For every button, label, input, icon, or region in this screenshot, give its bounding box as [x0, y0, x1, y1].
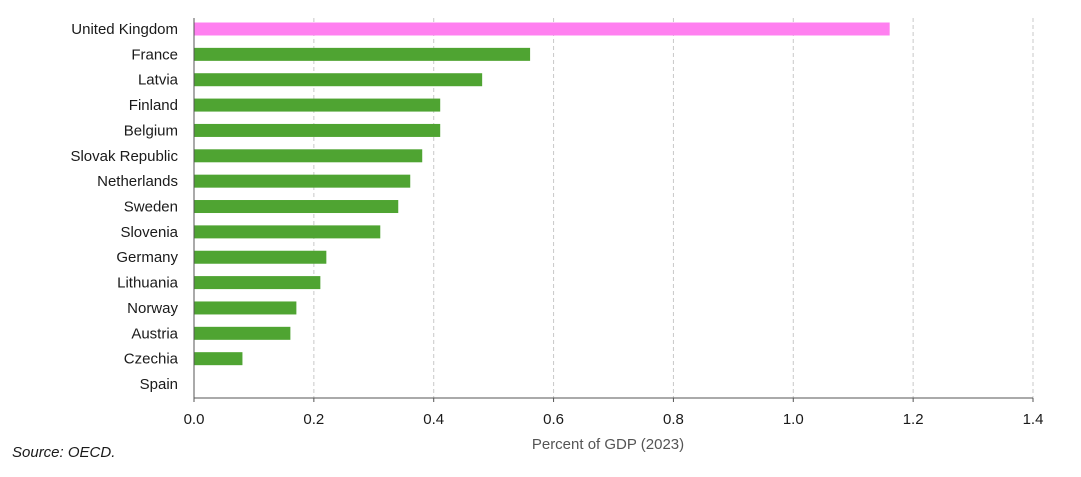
- bar-latvia: [194, 73, 483, 87]
- source-note: Source: OECD.: [12, 444, 116, 461]
- category-label-czechia: Czechia: [124, 351, 179, 368]
- category-label-slovak-republic: Slovak Republic: [70, 148, 178, 165]
- x-tick-label-0.2: 0.2: [303, 411, 324, 428]
- axis-layer: 0.0 0.2 0.4 0.6 0.8 1.0 1.2 1.4: [184, 18, 1044, 428]
- x-tick-label-1.2: 1.2: [903, 411, 924, 428]
- bar-sweden: [194, 200, 399, 214]
- bar-czechia: [194, 352, 243, 366]
- bar-layer: [194, 22, 890, 366]
- x-tick-label-1.4: 1.4: [1023, 411, 1044, 428]
- bar-finland: [194, 98, 441, 112]
- x-tick-label-0.4: 0.4: [423, 411, 444, 428]
- bar-norway: [194, 301, 297, 315]
- category-label-belgium: Belgium: [124, 122, 178, 139]
- bar-slovenia: [194, 225, 381, 239]
- category-label-lithuania: Lithuania: [117, 275, 179, 292]
- bar-lithuania: [194, 276, 321, 290]
- bar-netherlands: [194, 174, 411, 188]
- category-label-slovenia: Slovenia: [120, 224, 178, 241]
- category-label-norway: Norway: [127, 300, 178, 317]
- x-tick-label-1.0: 1.0: [783, 411, 804, 428]
- category-label-united-kingdom: United Kingdom: [71, 21, 178, 38]
- bar-slovak-republic: [194, 149, 423, 163]
- label-layer: United Kingdom France Latvia Finland Belgium…: [70, 21, 178, 393]
- category-label-france: France: [131, 46, 178, 63]
- category-label-netherlands: Netherlands: [97, 173, 178, 190]
- bar-austria: [194, 326, 291, 340]
- category-label-finland: Finland: [129, 97, 178, 114]
- category-label-latvia: Latvia: [138, 72, 179, 89]
- x-tick-label-0.6: 0.6: [543, 411, 564, 428]
- category-label-austria: Austria: [131, 325, 178, 342]
- category-label-spain: Spain: [140, 376, 178, 393]
- category-label-sweden: Sweden: [124, 199, 178, 216]
- bar-france: [194, 47, 531, 61]
- bar-belgium: [194, 123, 441, 137]
- bar-united-kingdom: [194, 22, 890, 36]
- x-tick-label-0.8: 0.8: [663, 411, 684, 428]
- x-tick-label-0.0: 0.0: [184, 411, 205, 428]
- x-axis-title: Percent of GDP (2023): [532, 436, 684, 453]
- bar-germany: [194, 250, 327, 264]
- category-label-germany: Germany: [116, 249, 178, 266]
